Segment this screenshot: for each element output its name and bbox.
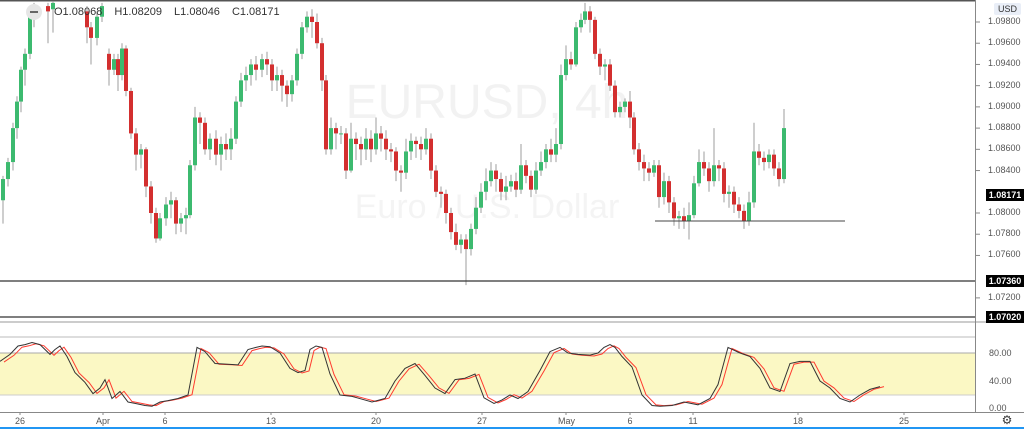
price-tick-label: 1.07600	[988, 249, 1021, 260]
stoch-d-line	[3, 343, 885, 407]
time-tick-label: 6	[627, 416, 633, 426]
hline-price-tag-2: 1.07020	[986, 311, 1024, 323]
time-tick-label: 11	[688, 416, 698, 426]
top-border	[0, 0, 975, 2]
symbol-description-watermark: Euro / U.S. Dollar	[355, 188, 620, 226]
symbol-watermark: EURUSD, 4h	[346, 76, 629, 129]
minus-icon	[30, 11, 38, 13]
stoch-tick-80: 80.00	[989, 348, 1012, 358]
collapse-legend-button[interactable]	[26, 4, 42, 20]
time-tick-label: 25	[898, 416, 909, 426]
legend-low: L1.08046	[174, 6, 220, 18]
time-tick-label: May	[558, 416, 576, 426]
price-tick-label: 1.08000	[988, 206, 1021, 217]
time-axis-ticks	[19, 412, 905, 415]
time-tick-label: 27	[476, 416, 487, 426]
price-tick-label: 1.09000	[988, 100, 1021, 111]
hline-price-tag-1: 1.07360	[986, 275, 1024, 287]
price-tick-label: 1.07200	[988, 291, 1021, 302]
legend-open: O1.08068	[54, 6, 103, 18]
currency-label[interactable]: USD	[994, 3, 1022, 15]
time-tick-label: 18	[792, 416, 803, 426]
price-tick-label: 1.09400	[988, 58, 1021, 69]
price-tick-label: 1.09200	[988, 79, 1021, 90]
time-tick-label: 26	[14, 416, 25, 426]
price-tick-label: 1.09600	[988, 37, 1021, 48]
candlestick-series	[1, 1, 786, 286]
stoch-tick-0: 0.00	[989, 403, 1007, 413]
current-price-tag: 1.08171	[986, 189, 1024, 201]
stoch-tick-40: 40.00	[989, 376, 1012, 386]
price-tick-label: 1.08400	[988, 164, 1021, 175]
price-tick-label: 1.09800	[988, 16, 1021, 26]
legend-close: C1.08171	[231, 6, 280, 18]
time-tick-label: 20	[370, 416, 381, 426]
time-tick-label: 13	[265, 416, 276, 426]
price-tick-label: 1.08800	[988, 122, 1021, 133]
legend-high: H1.08209	[114, 6, 163, 18]
time-tick-label: Apr	[95, 416, 110, 426]
price-tick-label: 1.07800	[988, 228, 1021, 239]
time-tick-label: 6	[162, 416, 168, 426]
stoch-band	[0, 353, 975, 395]
stoch-k-line	[0, 341, 881, 407]
settings-gear-icon[interactable]: ⚙	[1001, 413, 1013, 427]
bottom-accent-bar	[0, 427, 1024, 429]
price-axis-ticks	[976, 21, 980, 299]
price-tick-label: 1.08600	[988, 143, 1021, 154]
ohlc-legend: O1.08068 H1.08209 L1.08046 C1.08171	[26, 4, 286, 20]
